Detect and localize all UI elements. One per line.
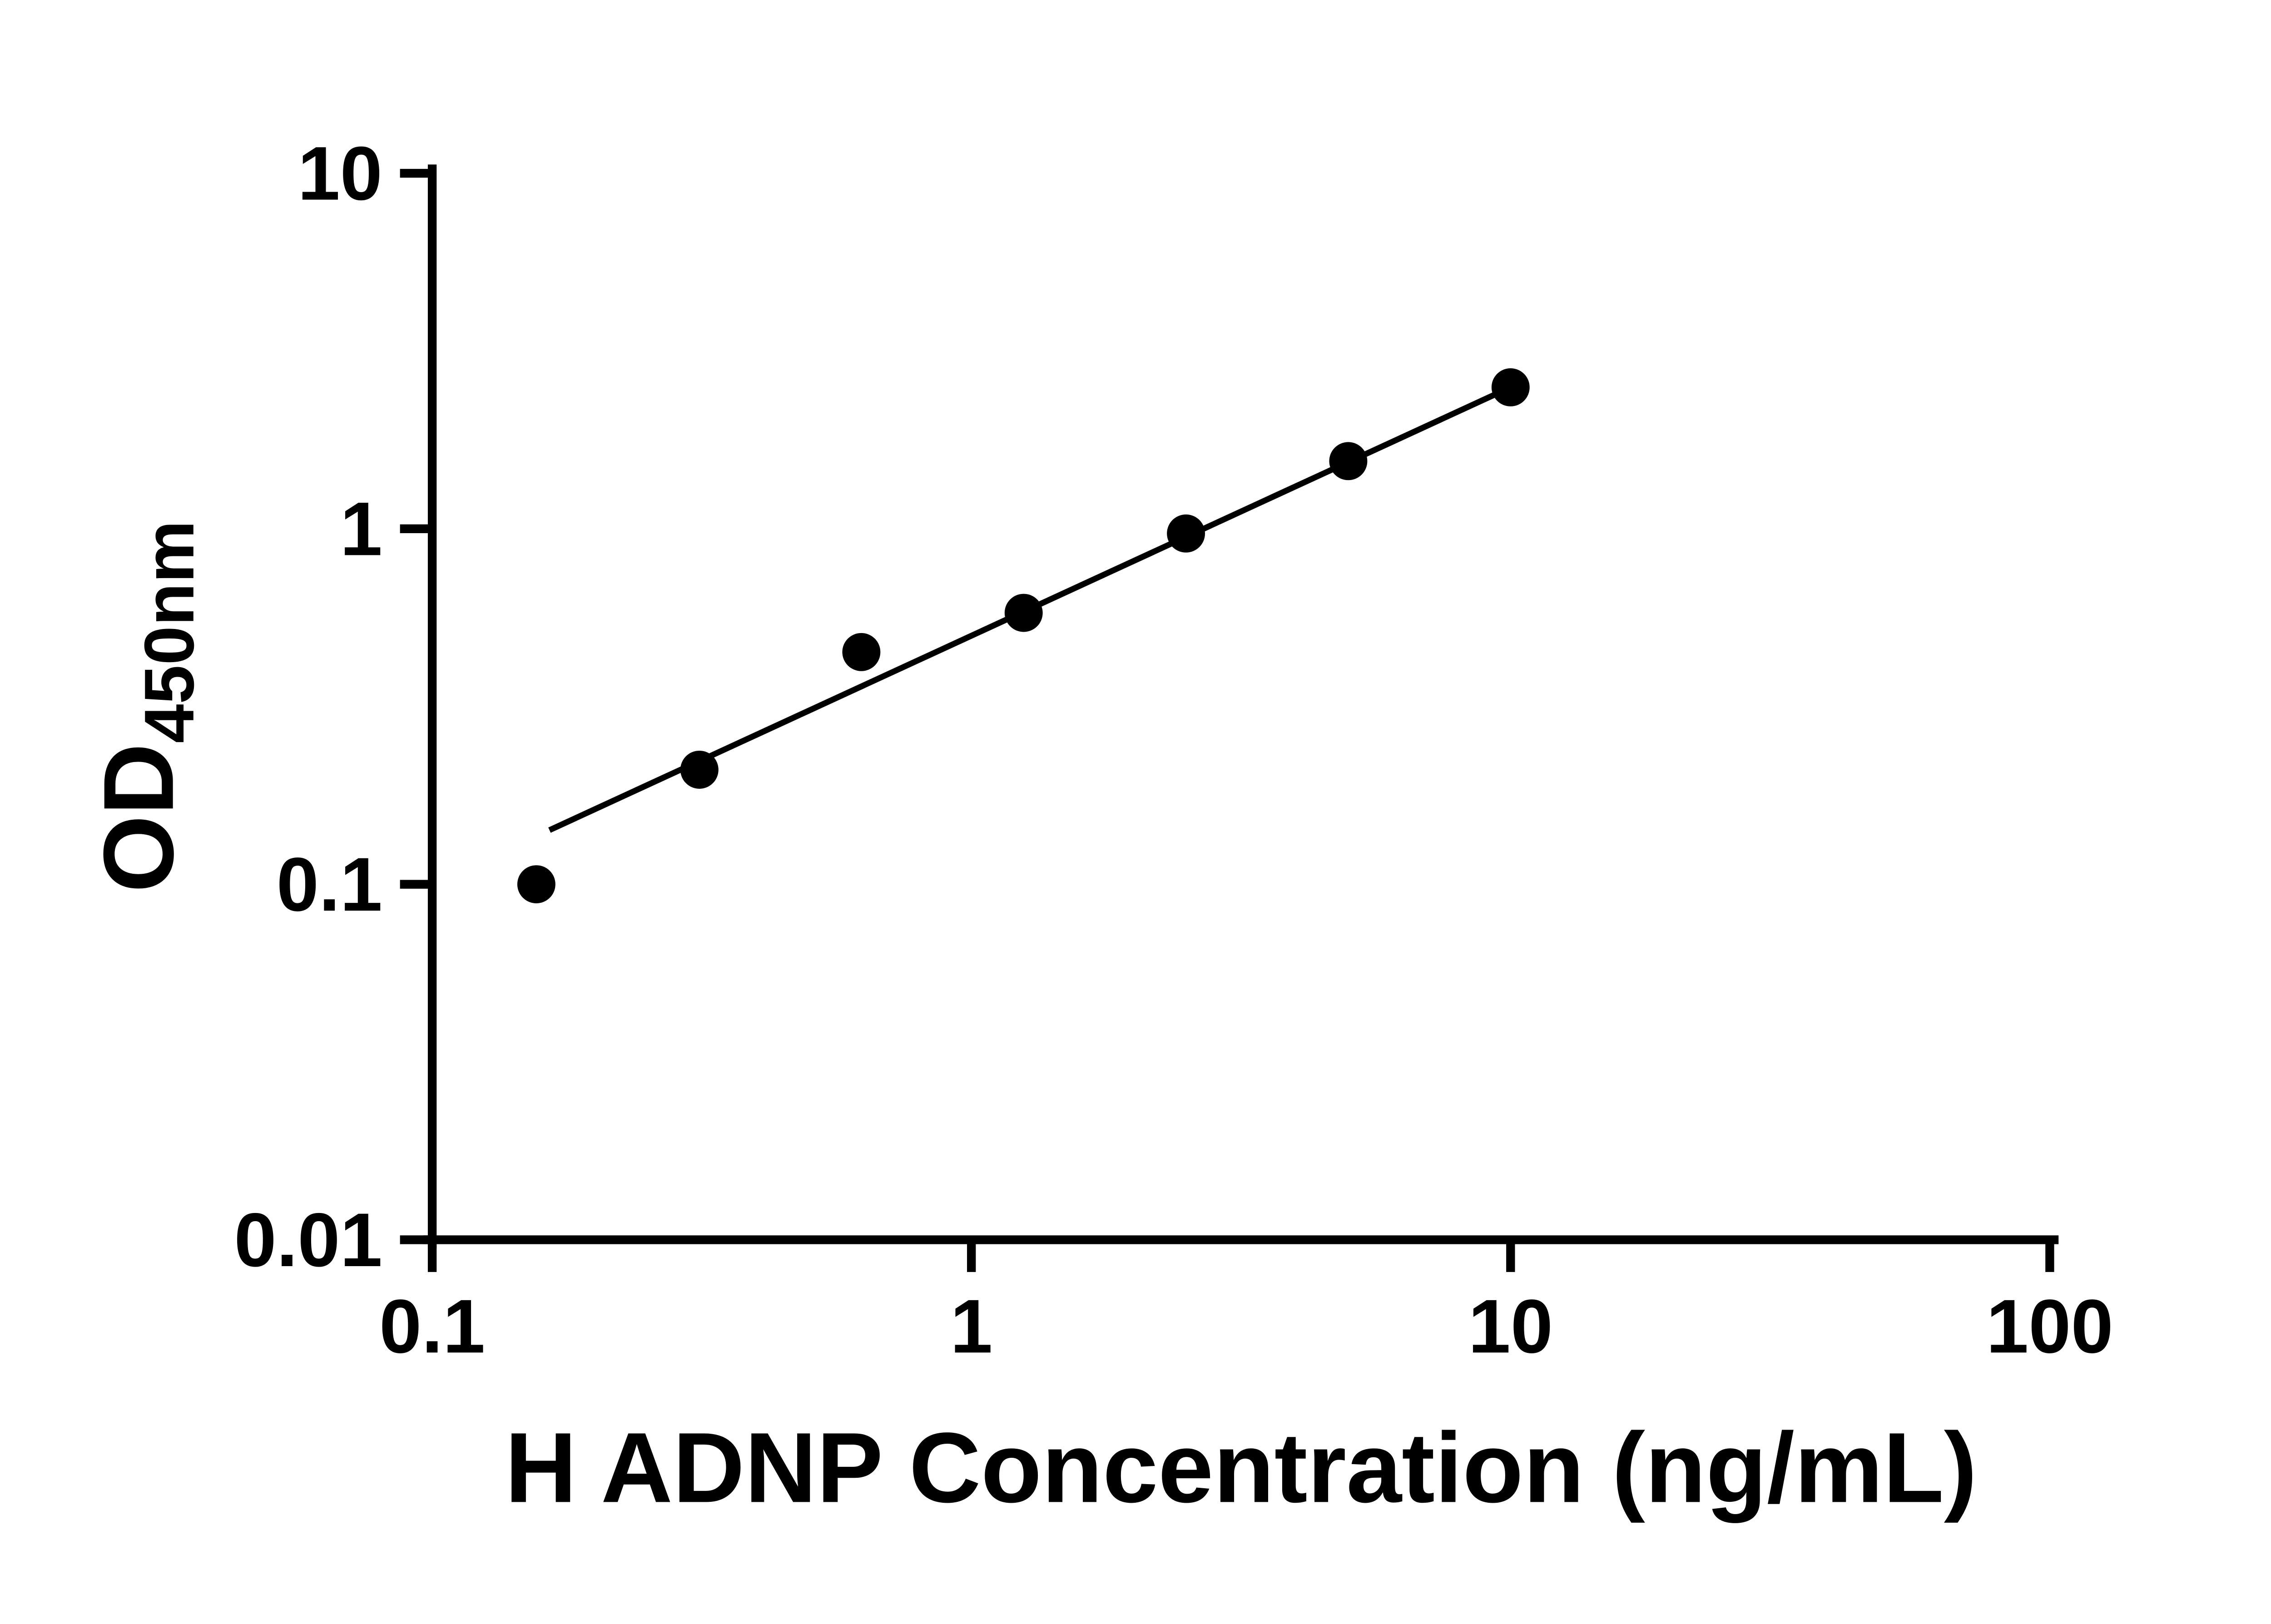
y-axis-title-main: OD (83, 743, 194, 893)
y-axis-title-subscript: 450nm (130, 520, 208, 743)
data-point (1491, 368, 1530, 406)
data-point (1329, 442, 1368, 480)
x-axis-title: H ADNP Concentration (ng/mL) (505, 1412, 1977, 1523)
data-point (842, 633, 881, 671)
data-point (1004, 594, 1043, 632)
data-point (1167, 514, 1205, 553)
x-tick-label: 1 (950, 1283, 992, 1369)
y-tick-label: 0.1 (277, 842, 382, 927)
x-tick-label: 100 (1986, 1283, 2113, 1369)
y-tick-label: 0.01 (234, 1197, 382, 1282)
x-tick-label: 0.1 (379, 1283, 485, 1369)
x-tick-label: 10 (1468, 1283, 1553, 1369)
y-tick-label: 1 (340, 486, 382, 571)
data-point (517, 865, 555, 904)
y-tick-label: 10 (298, 131, 382, 216)
y-axis-title: OD450nm (83, 520, 208, 893)
data-point (680, 750, 719, 789)
